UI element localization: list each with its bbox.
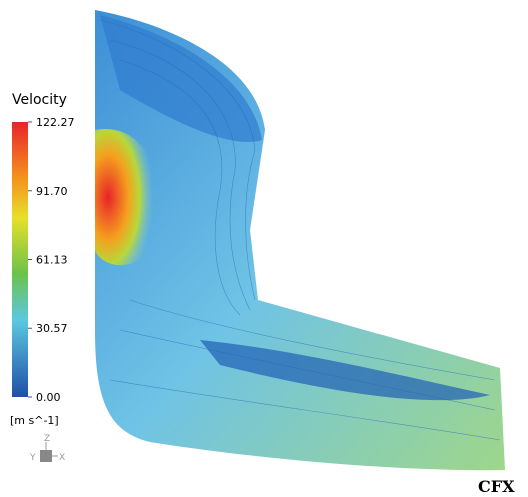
axis-y-label: Y: [29, 453, 36, 463]
color-bar: [12, 122, 28, 397]
brand: CFX: [478, 477, 515, 496]
legend-unit: [m s^-1]: [10, 414, 59, 427]
legend-tick-label: 91.70: [36, 185, 68, 198]
screenshot: Velocity [m s^-1] X Y Z CFX 122.27 91.70 6…: [0, 0, 528, 497]
legend-tick-label: 30.57: [36, 322, 68, 335]
cfd-view: Velocity [m s^-1] X Y Z CFX 122.27 91.70 6…: [0, 0, 528, 497]
axes-triad: X Y Z: [29, 434, 65, 463]
pipe: [95, 10, 505, 470]
axis-z-label: Z: [44, 434, 50, 444]
legend-tick-label: 0.00: [36, 391, 61, 404]
axis-x-label: X: [59, 453, 65, 463]
legend-tick-label: 122.27: [36, 116, 75, 129]
legend-title: Velocity: [12, 92, 67, 108]
legend-tick-label: 61.13: [36, 254, 68, 267]
